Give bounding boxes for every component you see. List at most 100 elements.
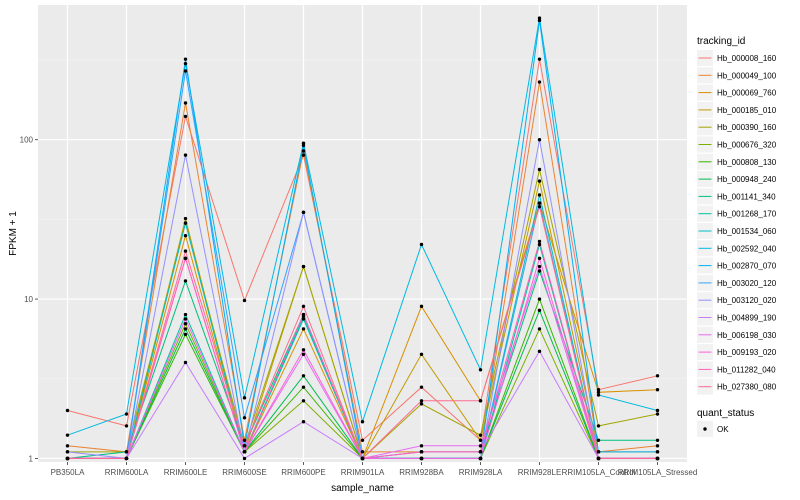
- data-point-Hb_000185_010: [537, 179, 542, 183]
- data-point-Hb_000049_100: [301, 149, 306, 153]
- data-point-Hb_011282_040: [478, 450, 483, 454]
- data-point-Hb_003120_020: [65, 450, 70, 454]
- x-axis-title: sample_name: [331, 483, 394, 494]
- data-point-Hb_011282_040: [537, 239, 542, 244]
- data-point-Hb_002870_070: [301, 143, 306, 148]
- data-point-Hb_000008_160: [301, 153, 306, 157]
- data-point-Hb_002592_040: [242, 396, 247, 400]
- data-point-Hb_001268_170: [301, 317, 306, 321]
- legend-label: Hb_001268_170: [717, 210, 777, 219]
- x-tick-label: RRIM600SE: [222, 468, 266, 477]
- data-point-Hb_027380_080: [537, 204, 542, 209]
- data-point-Hb_001268_170: [183, 312, 188, 317]
- data-point-Hb_001534_060: [537, 193, 542, 197]
- legend-label: Hb_003120_020: [717, 296, 777, 305]
- data-point-Hb_000069_760: [655, 387, 660, 392]
- data-point-Hb_004899_190: [537, 349, 542, 354]
- data-point-Hb_002592_040: [360, 420, 365, 424]
- data-point-Hb_004899_190: [242, 456, 247, 461]
- data-point-Hb_006198_030: [537, 264, 542, 269]
- data-point-Hb_000049_100: [65, 444, 70, 448]
- legend-label: Hb_000185_010: [717, 106, 777, 115]
- data-point-Hb_002592_040: [183, 61, 188, 66]
- data-point-Hb_000008_160: [419, 385, 424, 389]
- data-point-Hb_006198_030: [419, 444, 424, 448]
- data-point-Hb_000008_160: [655, 374, 660, 378]
- data-point-Hb_003120_020: [183, 153, 188, 157]
- legend-shape-entries: OK: [697, 421, 729, 437]
- y-axis-title: FPKM + 1: [8, 211, 19, 256]
- data-point-Hb_006198_030: [301, 352, 306, 357]
- data-point-Hb_001141_340: [596, 438, 601, 442]
- data-point-Hb_000069_760: [596, 390, 601, 395]
- legend-label: Hb_027380_080: [717, 383, 777, 392]
- data-point-Hb_006198_030: [478, 444, 483, 448]
- data-point-Hb_009193_020: [478, 456, 483, 461]
- legend-label: Hb_002870_070: [717, 262, 777, 271]
- data-point-Hb_000049_100: [360, 450, 365, 454]
- data-point-Hb_003020_120: [537, 201, 542, 205]
- data-point-Hb_001141_340: [124, 450, 129, 454]
- legend-label: Hb_000676_320: [717, 141, 777, 150]
- legend-color-title: tracking_id: [697, 36, 745, 47]
- data-point-Hb_027380_080: [478, 399, 483, 403]
- data-point-Hb_011282_040: [183, 256, 188, 261]
- data-point-Hb_000069_760: [183, 233, 188, 238]
- x-tick-label: PB350LA: [51, 468, 85, 477]
- data-point-Hb_001534_060: [183, 221, 188, 225]
- data-point-Hb_000008_160: [183, 114, 188, 119]
- data-point-Hb_002592_040: [124, 412, 129, 416]
- data-point-Hb_000008_160: [360, 438, 365, 442]
- legend-color-entries: Hb_000008_160 Hb_000049_100 Hb_000069_760 H…: [697, 50, 777, 395]
- data-point-Hb_011282_040: [242, 450, 247, 454]
- data-point-Hb_002870_070: [537, 18, 542, 23]
- data-point-Hb_002870_070: [655, 450, 660, 454]
- data-point-Hb_002592_040: [655, 408, 660, 413]
- legend: tracking_id Hb_000008_160Hb_000049_100Hb…: [697, 36, 777, 437]
- data-point-Hb_009193_020: [537, 256, 542, 261]
- legend-label: Hb_001141_340: [717, 192, 776, 201]
- data-point-Hb_003020_120: [183, 69, 188, 73]
- data-point-Hb_000390_160: [655, 412, 660, 416]
- x-tick-label: RRIM901LA: [341, 468, 385, 477]
- data-point-Hb_027380_080: [655, 456, 660, 461]
- data-point-Hb_003020_120: [242, 416, 247, 420]
- data-point-Hb_000049_100: [655, 444, 660, 448]
- y-tick-label: 100: [20, 136, 34, 145]
- data-point-Hb_003120_020: [301, 210, 306, 215]
- legend-key-point: [703, 427, 707, 431]
- data-point-Hb_004899_190: [301, 420, 306, 424]
- data-point-Hb_000390_160: [596, 424, 601, 428]
- legend-label: Hb_004899_190: [717, 314, 777, 323]
- legend-label: Hb_011282_040: [717, 365, 776, 374]
- data-point-Hb_000808_130: [301, 385, 306, 389]
- data-point-Hb_000008_160: [596, 387, 601, 392]
- data-point-Hb_000948_240: [183, 327, 188, 331]
- data-point-Hb_027380_080: [301, 304, 306, 309]
- y-tick-label: 10: [24, 295, 33, 304]
- x-tick-label: RRIM600PE: [281, 468, 325, 477]
- data-point-Hb_000390_160: [478, 433, 483, 437]
- data-point-Hb_000390_160: [537, 167, 542, 172]
- data-point-Hb_000049_100: [183, 101, 188, 105]
- legend-label: Hb_006198_030: [717, 331, 777, 340]
- legend-label: Hb_003020_120: [717, 279, 777, 288]
- data-point-Hb_004899_190: [183, 360, 188, 365]
- data-point-Hb_006198_030: [183, 317, 188, 321]
- legend-label: OK: [717, 425, 729, 434]
- data-point-Hb_001141_340: [655, 438, 660, 442]
- legend-label: Hb_000069_760: [717, 89, 777, 98]
- data-point-Hb_000069_760: [419, 304, 424, 309]
- data-point-Hb_000948_240: [301, 374, 306, 378]
- data-point-Hb_027380_080: [242, 444, 247, 448]
- legend-label: Hb_000808_130: [717, 158, 777, 167]
- legend-label: Hb_000390_160: [717, 123, 777, 132]
- data-point-Hb_000676_320: [301, 399, 306, 403]
- data-point-Hb_027380_080: [360, 456, 365, 461]
- data-point-Hb_027380_080: [183, 249, 188, 253]
- data-point-Hb_009193_020: [419, 456, 424, 461]
- x-tick-label: RRIM928LA: [459, 468, 503, 477]
- data-point-Hb_000676_320: [183, 322, 188, 326]
- data-point-Hb_009193_020: [301, 348, 306, 352]
- x-tick-label: RRIM928LE: [518, 468, 562, 477]
